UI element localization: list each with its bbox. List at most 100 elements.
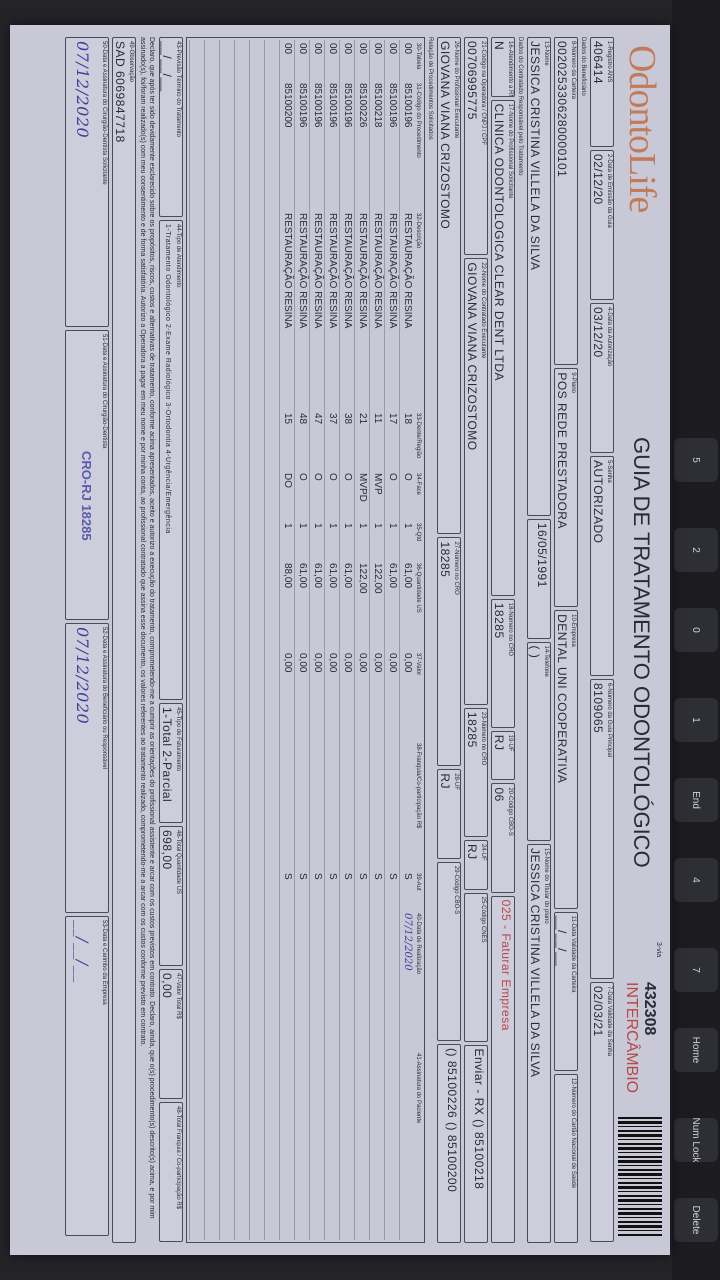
cell: 00 [387, 43, 398, 55]
field-label: 50-Data e Assinatura do Cirurgião-Dentis… [101, 41, 107, 185]
key-4: 4 [674, 858, 718, 902]
table-row: 00 85100196 RESTAURAÇÃO RESINA 17 O 1 61,00 0,0… [384, 40, 399, 1240]
procedures-table: 30-Tabela 31-Código do Procedimento 32-Des… [186, 37, 425, 1243]
cell: 85100196 [297, 83, 308, 128]
cell: 1 [387, 523, 398, 529]
form-field[interactable]: 10-Empresa DENTAL UNI COOPERATIVA [554, 610, 578, 909]
form-field[interactable]: 9-Plano POS REDE PRESTADORA [554, 368, 578, 608]
form-field[interactable]: 12-Número do Cartão Nacional de Saúde [554, 1073, 578, 1243]
field-value: __/__/__ [555, 915, 569, 967]
form-row: 8-Número da Carteira 0020253306280000101 9… [554, 37, 578, 1243]
table-row [204, 40, 219, 1240]
field-label: 23-Número no CRO [480, 711, 486, 766]
field-label: 12-Número do Cartão Nacional de Saúde [570, 1077, 576, 1189]
form-field[interactable]: 23-Número no CRO 18285 [464, 707, 488, 837]
field-label: 13-Nome [543, 41, 549, 66]
signature-field: 52-Data e Assinatura do Beneficiário ou … [65, 623, 109, 913]
field-value: 0,00 [160, 973, 174, 999]
field-value: RJ [438, 773, 452, 789]
form-header: OdontoLife GUIA DE TRATAMENTO ODONTOLÓGI… [614, 37, 666, 1243]
form-field[interactable]: 5-Senha AUTORIZADO [590, 456, 614, 676]
guide-type: INTERCÂMBIO [623, 982, 640, 1094]
form-field[interactable]: 22-Nome do Contratado Executante GIOVANA … [464, 258, 488, 705]
cell: S [342, 873, 353, 880]
form-field[interactable]: 27-Número no CRO 18285 [437, 537, 461, 767]
cell: 00 [402, 43, 413, 55]
cell: 21 [357, 413, 368, 425]
form-field[interactable]: 29-Código CBO-S [437, 861, 461, 1041]
cell: 0,00 [372, 653, 383, 673]
section-contracted: Dados do Contratado Responsável pelo Tra… [517, 37, 523, 176]
cell: O [387, 473, 398, 481]
field-label: 9-Plano [570, 372, 576, 394]
field-value: 00706995775 [465, 41, 479, 120]
cell: 17 [387, 413, 398, 425]
field-label: 20-Código CBO-S [507, 787, 513, 836]
form-field[interactable]: 19-UF RJ [491, 730, 515, 781]
cell: 1 [402, 523, 413, 529]
field-label: 45-Tipo de Faturamento [175, 707, 181, 772]
field-value: DENTAL UNI COOPERATIVA [555, 614, 569, 784]
form-row: 26-Nome do Profissional Executante GIOVAN… [437, 37, 461, 1243]
form-field[interactable]: 7-Data Validade da Senha 02/03/21 [590, 982, 614, 1242]
form-field[interactable]: 28-UF RJ [437, 769, 461, 859]
cell: 122,00 [372, 563, 383, 594]
cell: O [402, 473, 413, 481]
cell: 1 [297, 523, 308, 529]
cell: 15 [282, 413, 293, 425]
form-field[interactable]: () 85100226 () 85100200 [437, 1044, 461, 1243]
column-header: 39-Aut [415, 873, 421, 891]
cell: 1 [327, 523, 338, 529]
form-field[interactable]: 4-Data da Autorização 03/12/20 [590, 303, 614, 453]
form-field[interactable]: 8-Número da Carteira 0020253306280000101 [554, 37, 578, 366]
dental-treatment-guide: OdontoLife GUIA DE TRATAMENTO ODONTOLÓGI… [10, 25, 670, 1255]
cell: S [372, 873, 383, 880]
form-field[interactable]: 1-Registro ANS 406414 [590, 37, 614, 147]
field-value: ( ) [528, 645, 542, 659]
cell: O [342, 473, 353, 481]
form-field[interactable]: 025 - Faturar Empresa [491, 895, 515, 1243]
cell: 85100196 [402, 83, 413, 128]
form-field[interactable]: 2-Data de Emissão da Guia 02/12/20 [590, 150, 614, 300]
form-field[interactable]: 17-Nome do Profissional Solicitante CLINI… [491, 99, 515, 596]
form-field[interactable]: 15-Nome do Titular do plano JESSICA CRIST… [527, 844, 551, 1243]
form-field[interactable]: 21-Código na Operadora / CNPJ / CPF 00706… [464, 37, 488, 256]
form-field[interactable]: 20-Código CBO-S 06 [491, 783, 515, 893]
cell: RESTAURAÇÃO RESINA [387, 213, 398, 329]
guide-number-value: 432308 [641, 982, 658, 1036]
table-row: 00 85100200 RESTAURAÇÃO RESINA 15 DO 1 88,00 0,… [279, 40, 294, 1240]
field-value: 18285 [492, 602, 506, 639]
form-field[interactable]: 13-Nome JESSICA CRISTINA VILLELA DA SILVA [527, 37, 551, 516]
form-field[interactable]: 6-Número da Guia Principal 8109065 [590, 679, 614, 979]
cell: 00 [297, 43, 308, 55]
total-field: 44-Tipo de Atendimento 1-Tratamento Odont… [159, 220, 183, 700]
cell: S [327, 873, 338, 880]
table-row: 00 85100196 RESTAURAÇÃO RESINA 38 O 1 61,00 0,0… [339, 40, 354, 1240]
table-row: 00 85100218 RESTAURAÇÃO RESINA 11 MVP 1 122,00… [369, 40, 384, 1240]
cell: 0,00 [282, 653, 293, 673]
key-1: 1 [674, 698, 718, 742]
form-field[interactable]: 16/05/1991 [527, 518, 551, 639]
form-field[interactable]: 24-UF RJ [464, 839, 488, 890]
form-field[interactable]: 16-Atendimento a RN N [491, 37, 515, 97]
declaration: Declaro, que após ter sido devidamente e… [139, 37, 155, 1219]
key-home: Home [674, 1028, 718, 1072]
column-header: 36-Quantidade US [415, 563, 421, 613]
form-field[interactable]: Enviar - RX () 85100218 [464, 1044, 488, 1243]
form-field[interactable]: 25-Código CNES [464, 892, 488, 1042]
field-label: 29-Código CBO-S [453, 865, 459, 915]
cell: 07/12/2020 [402, 913, 413, 971]
cell: 00 [342, 43, 353, 55]
column-header: 30-Tabela [415, 43, 421, 70]
form-field[interactable]: 11-Data Validade da Carteira __/__/__ [554, 911, 578, 1071]
form-field[interactable]: 18-Número no CRO 18285 [491, 598, 515, 728]
field-value: 18285 [465, 711, 479, 748]
field-value: RJ [492, 734, 506, 751]
table-row: 00 85100226 RESTAURAÇÃO RESINA 21 MVPD 1 122,0… [354, 40, 369, 1240]
field-label: 44-Tipo de Atendimento [175, 224, 181, 288]
keyboard: Delete Num Lock Home 7 4 End 1 0 2 5 [672, 0, 720, 1280]
form-field[interactable]: 14-Telefone( ) [527, 641, 551, 841]
form-field[interactable]: 26-Nome do Profissional Executante GIOVAN… [437, 37, 461, 535]
total-field: 47-Valor Total R$ 0,00 [159, 969, 183, 1099]
field-label: 17-Nome do Profissional Solicitante [507, 103, 513, 199]
